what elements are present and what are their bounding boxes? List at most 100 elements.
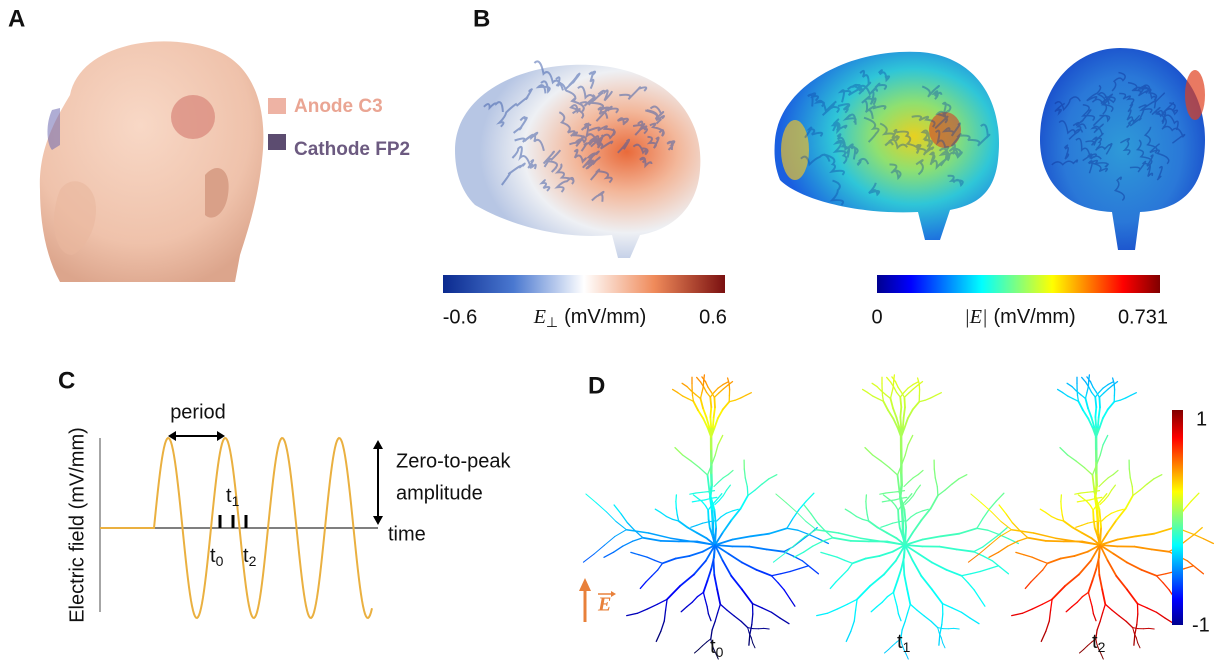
dendrite: [708, 475, 710, 493]
colorbar-max: 1: [1196, 408, 1207, 430]
dendrite: [943, 604, 953, 608]
dendrite: [1040, 509, 1046, 512]
dendrite: [817, 613, 828, 615]
dendrite: [1116, 576, 1127, 590]
dendrite: [723, 382, 728, 385]
dendrite: [919, 554, 933, 563]
unit: (mV/mm): [564, 306, 646, 328]
dendrite: [741, 395, 746, 398]
dendrite: [723, 475, 728, 478]
dendrite: [900, 417, 901, 427]
dendrite: [857, 586, 870, 599]
dendrite: [913, 520, 922, 532]
dendrite: [616, 521, 627, 529]
dendrite: [980, 569, 989, 572]
dendrite: [1052, 586, 1065, 599]
dendrite: [1065, 575, 1079, 587]
dendrite: [771, 576, 778, 583]
legend-label: Cathode FP2: [294, 139, 410, 160]
unit: (mV/mm): [994, 306, 1076, 328]
dendrite: [884, 561, 896, 575]
dendrite: [1067, 383, 1072, 386]
time-label: t2: [243, 545, 257, 568]
dendrite: [1108, 490, 1111, 495]
dendrite: [833, 538, 851, 541]
dendrite: [1126, 621, 1133, 627]
amplitude-label: Zero-to-peak: [396, 450, 511, 472]
dendrite: [784, 545, 794, 554]
dendrite: [908, 604, 911, 613]
dendrite: [707, 607, 708, 614]
dendrite: [701, 399, 704, 409]
dendrite: [687, 527, 697, 532]
dendrite: [762, 608, 772, 612]
dendrite: [806, 493, 814, 501]
dendrite: [714, 393, 718, 397]
dendrite: [1092, 607, 1093, 614]
dendrite: [1088, 522, 1094, 523]
dendrite: [1098, 417, 1099, 427]
dendrite: [895, 506, 898, 511]
dendrite: [661, 541, 679, 542]
colorbar-label: |E|(mV/mm): [964, 306, 1075, 329]
dendrite: [1112, 485, 1116, 490]
dendrite: [1075, 493, 1081, 494]
dendrite: [885, 650, 889, 654]
dendrite: [983, 541, 991, 547]
dendrite: [1108, 520, 1117, 532]
dendrite: [744, 469, 745, 478]
dendrite: [913, 475, 918, 478]
dendrite: [796, 512, 806, 522]
dendrite: [905, 445, 908, 455]
dendrite: [1191, 493, 1199, 501]
dendrite: [1082, 377, 1086, 382]
dendrite: [908, 435, 913, 445]
dendrite: [678, 393, 683, 396]
dendrite: [693, 495, 697, 498]
dendrite: [866, 508, 867, 515]
dendrite: [863, 389, 868, 392]
dendrite: [715, 445, 718, 455]
dendrite: [940, 625, 942, 635]
dendrite: [883, 395, 884, 401]
dendrite: [889, 646, 893, 650]
dendrite: [1147, 608, 1157, 612]
panel-label: C: [58, 367, 75, 394]
dendrite: [661, 513, 666, 517]
dendrite: [606, 512, 616, 522]
dendrite: [1058, 389, 1063, 392]
dendrite: [714, 388, 718, 392]
dendrite: [594, 545, 604, 554]
dendrite: [1184, 501, 1191, 509]
dendrite: [904, 397, 905, 407]
dendrite: [709, 519, 710, 528]
dendrite: [1072, 387, 1076, 391]
dendrite: [767, 549, 784, 551]
dendrite: [1037, 570, 1043, 576]
dendrite: [762, 479, 769, 485]
time-label: t1: [897, 631, 911, 654]
dendrite: [713, 417, 714, 427]
dendrite: [1051, 599, 1053, 610]
panel-label: B: [473, 5, 490, 32]
dendrite: [1008, 541, 1018, 546]
dendrite: [1118, 536, 1136, 539]
dendrite: [702, 501, 706, 505]
dendrite: [787, 528, 798, 530]
dendrite: [1082, 523, 1088, 525]
dendrite: [1068, 396, 1073, 399]
dendrite: [723, 402, 729, 410]
dendrite: [908, 409, 913, 418]
dendrite: [1095, 417, 1096, 427]
dendrite: [1093, 387, 1096, 392]
dendrite: [1081, 395, 1086, 399]
brain-perpendicular-field: [455, 61, 700, 258]
dendrite: [910, 604, 917, 610]
dendrite: [804, 546, 813, 552]
colorbar-label: E⊥(mV/mm): [533, 306, 647, 330]
colorbar-max: 0.731: [1118, 306, 1168, 328]
dendrite: [893, 522, 899, 523]
dendrite: [919, 400, 925, 402]
dendrite: [1028, 538, 1046, 541]
dendrite: [904, 482, 909, 486]
